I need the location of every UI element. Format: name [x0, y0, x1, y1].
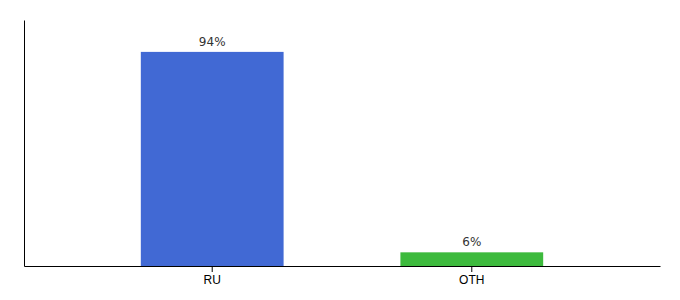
bars	[141, 52, 543, 266]
data-label: 94%	[199, 35, 226, 49]
x-axis: RU OTH	[25, 266, 661, 287]
x-tick-mark	[471, 266, 472, 272]
bar	[400, 252, 543, 266]
y-axis	[24, 21, 25, 267]
x-tick: OTH	[459, 266, 484, 287]
x-axis-line	[25, 266, 661, 267]
data-label: 6%	[462, 235, 481, 249]
data-labels: 94% 6%	[199, 35, 481, 249]
chart-svg: 94% 6% RU OTH	[0, 0, 680, 300]
plot-area: 94% 6% RU OTH	[25, 21, 661, 287]
x-tick-mark	[212, 266, 213, 272]
x-tick: RU	[204, 266, 221, 287]
chart-container: 94% 6% RU OTH	[0, 0, 680, 300]
x-tick-label: RU	[204, 273, 221, 287]
bar	[141, 52, 284, 266]
y-axis-line	[24, 21, 25, 267]
x-tick-label: OTH	[459, 273, 484, 287]
